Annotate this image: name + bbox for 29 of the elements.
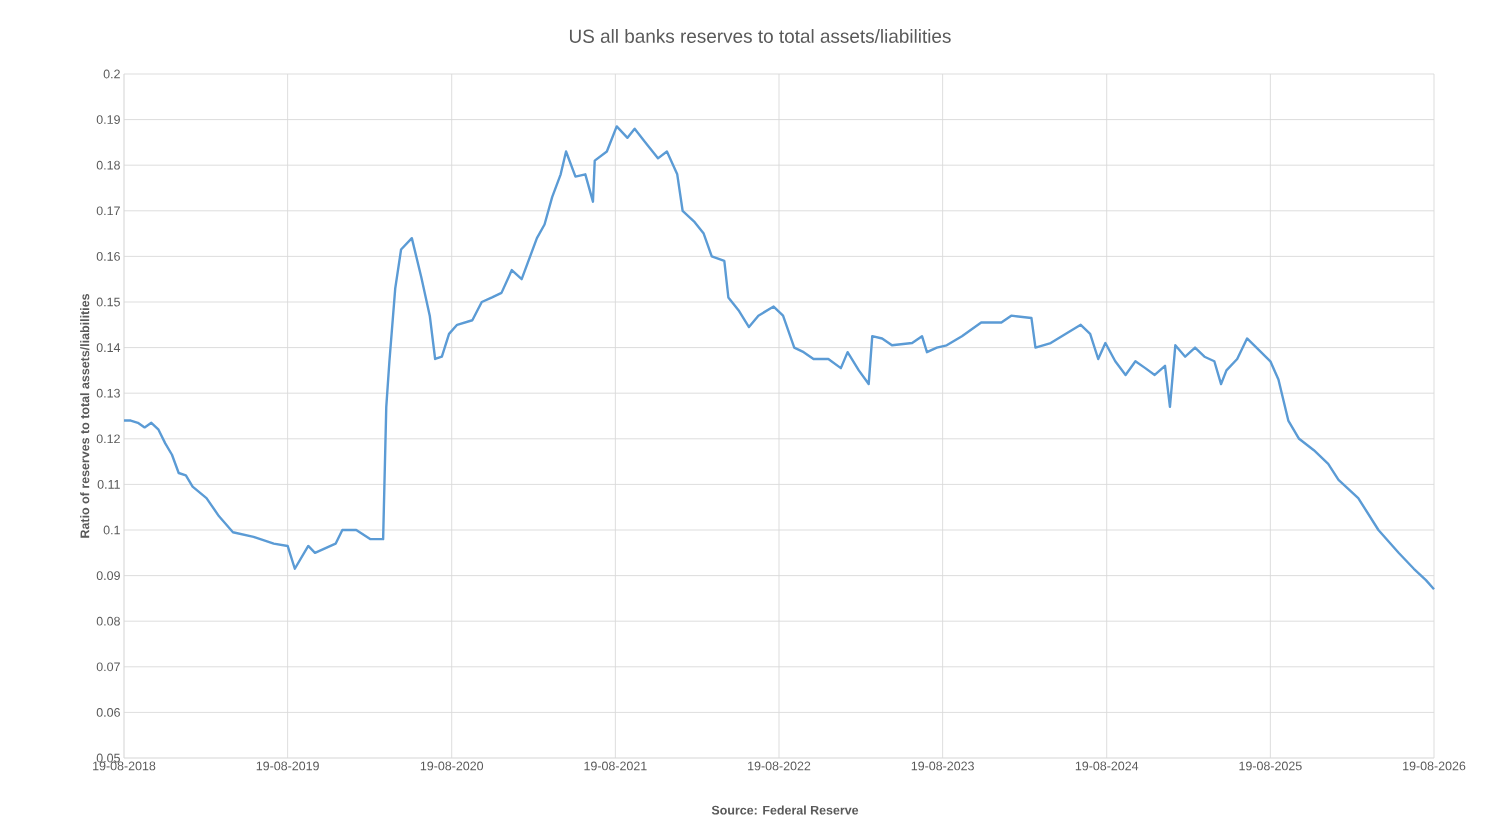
y-tick-label: 0.05 (96, 753, 120, 763)
y-tick-label: 0.06 (96, 708, 120, 717)
x-tick-label: 19-08-2018 (93, 761, 156, 771)
x-tick-label: 19-08-2023 (911, 761, 974, 771)
x-tick-label: 19-08-2026 (1403, 761, 1466, 771)
y-tick-label: 0.13 (96, 388, 120, 398)
x-tick-label: 19-08-2024 (1075, 761, 1139, 771)
y-tick-label: 0.11 (97, 479, 120, 489)
y-tick-label: 0.16 (96, 251, 120, 261)
x-tick-label: 19-08-2022 (748, 761, 811, 771)
y-tick-label: 0.2 (103, 69, 120, 79)
y-axis-title: Ratio of reserves to total assets/liabilities (80, 294, 90, 538)
line-series (122, 125, 1436, 591)
y-tick-label: 0.12 (96, 434, 120, 444)
y-tick-label: 0.17 (96, 206, 120, 216)
y-tick-label: 0.09 (96, 571, 120, 581)
y-tick-label: 0.18 (96, 160, 120, 170)
y-tick-label: 0.14 (96, 343, 121, 352)
y-tick-label: 0.08 (96, 616, 120, 626)
chart-title: US all banks reserves to total assets/liabilities (569, 29, 951, 43)
y-tick-label: 0.1 (103, 525, 120, 535)
x-tick-label: 19-08-2025 (1239, 761, 1302, 771)
y-tick-label: 0.07 (96, 662, 120, 672)
x-tick-label: 19-08-2019 (256, 761, 319, 771)
y-tick-label: 0.15 (96, 297, 120, 307)
x-tick-label: 19-08-2021 (584, 761, 647, 771)
y-tick-label: 0.19 (96, 115, 120, 124)
source-note: Source: Federal Reserve (711, 805, 859, 815)
x-tick-label: 19-08-2020 (420, 761, 484, 771)
